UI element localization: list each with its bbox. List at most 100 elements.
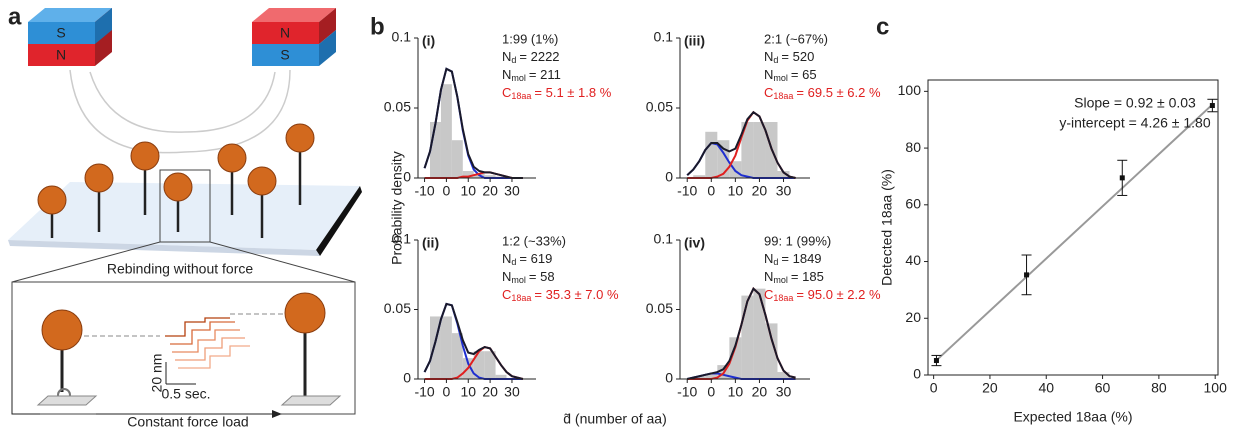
- y-tick-label: 20: [905, 309, 921, 325]
- surface: [8, 182, 360, 250]
- pole-label: N: [280, 25, 290, 41]
- x-tick-label: 30: [776, 183, 792, 199]
- annotation-part: = 619: [519, 251, 552, 266]
- annotation-subscript: 18aa: [773, 91, 793, 101]
- fit-curve: [686, 110, 796, 179]
- x-tick-label: 20: [752, 384, 768, 400]
- annotation: Nd = 619: [502, 251, 552, 267]
- histogram-bar: [440, 316, 452, 379]
- histogram-bar: [777, 372, 790, 379]
- y-axis-label: Probability density: [389, 151, 405, 265]
- point: [1024, 272, 1030, 278]
- annotation-part: = 185: [791, 269, 824, 284]
- x-tick-label: 30: [504, 183, 520, 199]
- annotation: C18aa = 69.5 ± 6.2 %: [764, 85, 881, 101]
- pole-label: N: [56, 47, 66, 63]
- annotation-part: = 5.1 ± 1.8 %: [534, 85, 611, 100]
- histogram-bar: [484, 175, 496, 178]
- fit-curve: [686, 286, 796, 380]
- y-tick-label: 60: [905, 196, 921, 212]
- y-tick-label: 80: [905, 139, 921, 155]
- x-tick-label: 60: [1095, 380, 1111, 396]
- annotation-subscript: d: [511, 257, 516, 267]
- beads: [37, 123, 315, 215]
- annotation: y-intercept = 4.26 ± 1.80: [1059, 115, 1210, 131]
- annotation-part: N: [764, 67, 773, 82]
- annotation-part: = 58: [529, 269, 555, 284]
- point: [1209, 103, 1215, 109]
- annotation: Nmol = 211: [502, 67, 561, 83]
- histogram-bar: [430, 316, 441, 379]
- annotation: 1:99 (1%): [502, 31, 558, 46]
- pole-label: S: [56, 25, 65, 41]
- subplot-label: (i): [422, 33, 435, 49]
- zoom-line: [209, 241, 356, 283]
- annotation: 99: 1 (99%): [764, 233, 831, 248]
- x-tick-label: 20: [482, 183, 498, 199]
- annotation: Nmol = 185: [764, 269, 824, 285]
- annotation-part: C: [764, 287, 773, 302]
- annotation-part: = 211: [529, 67, 561, 82]
- x-axis-label: Expected 18aa (%): [1013, 409, 1132, 425]
- traces: [165, 317, 250, 369]
- bead: [41, 309, 83, 351]
- y-tick-label: 0.1: [392, 29, 412, 45]
- y-tick-label: 0.05: [384, 99, 411, 115]
- panel-label: b: [370, 13, 385, 40]
- fit-curve: [423, 67, 523, 179]
- surface-edge: [8, 240, 320, 256]
- histogram-bar: [451, 140, 463, 178]
- x-tick-label: 20: [982, 380, 998, 396]
- scale-label: 0.5 sec.: [161, 386, 210, 402]
- annotation-part: = 35.3 ± 7.0 %: [534, 287, 619, 302]
- bead: [284, 292, 326, 334]
- annotation-part: N: [502, 67, 511, 82]
- y-axis-label: Detected 18aa (%): [879, 169, 895, 286]
- panel-label: a: [8, 3, 22, 30]
- annotation: Nmol = 65: [764, 67, 817, 83]
- annotation-part: = 69.5 ± 6.2 %: [796, 85, 881, 100]
- magnet-side: [319, 8, 336, 44]
- magnet-face: [28, 44, 95, 66]
- annotation: Nd = 1849: [764, 251, 822, 267]
- plot-frame: [927, 79, 1219, 376]
- x-tick-label: 0: [443, 183, 451, 199]
- annotation-part: = 65: [791, 67, 817, 82]
- annotation: C18aa = 5.1 ± 1.8 %: [502, 85, 612, 101]
- annotation-subscript: mol: [773, 275, 788, 285]
- histogram-bar: [765, 323, 778, 379]
- x-tick-label: 10: [460, 384, 476, 400]
- zoom-line: [11, 241, 161, 283]
- caption: Rebinding without force: [107, 261, 254, 277]
- arrow-head: [272, 410, 282, 418]
- y-tick-label: 0: [403, 169, 411, 185]
- histogram-bar: [462, 171, 474, 178]
- magnet-face: [252, 22, 319, 44]
- x-tick-label: 10: [728, 384, 744, 400]
- magnet-face: [252, 44, 319, 66]
- arrow: [11, 330, 40, 415]
- point: [1119, 175, 1125, 181]
- x-tick-label: 30: [776, 384, 792, 400]
- annotation: C18aa = 35.3 ± 7.0 %: [502, 287, 619, 303]
- histogram-bar: [430, 122, 441, 178]
- pole-label: S: [280, 47, 289, 63]
- annotation-part: N: [764, 269, 773, 284]
- annotation: 2:1 (~67%): [764, 31, 828, 46]
- annotation-part: = 1849: [781, 251, 821, 266]
- y-tick-label: 0.05: [384, 300, 411, 316]
- annotation-part: N: [764, 49, 773, 64]
- x-tick-label: 20: [752, 183, 768, 199]
- annotation-part: = 2222: [519, 49, 559, 64]
- histogram-bar: [705, 373, 718, 379]
- y-tick-label: 0.05: [646, 300, 673, 316]
- x-tick-label: -10: [677, 183, 697, 199]
- annotation-part: N: [764, 251, 773, 266]
- y-tick-label: 0.1: [654, 29, 674, 45]
- subplot-label: (iii): [684, 33, 705, 49]
- y-tick-label: 100: [898, 82, 922, 98]
- x-tick-label: 0: [707, 384, 715, 400]
- annotation-part: N: [502, 49, 511, 64]
- histogram-bar: [741, 295, 754, 379]
